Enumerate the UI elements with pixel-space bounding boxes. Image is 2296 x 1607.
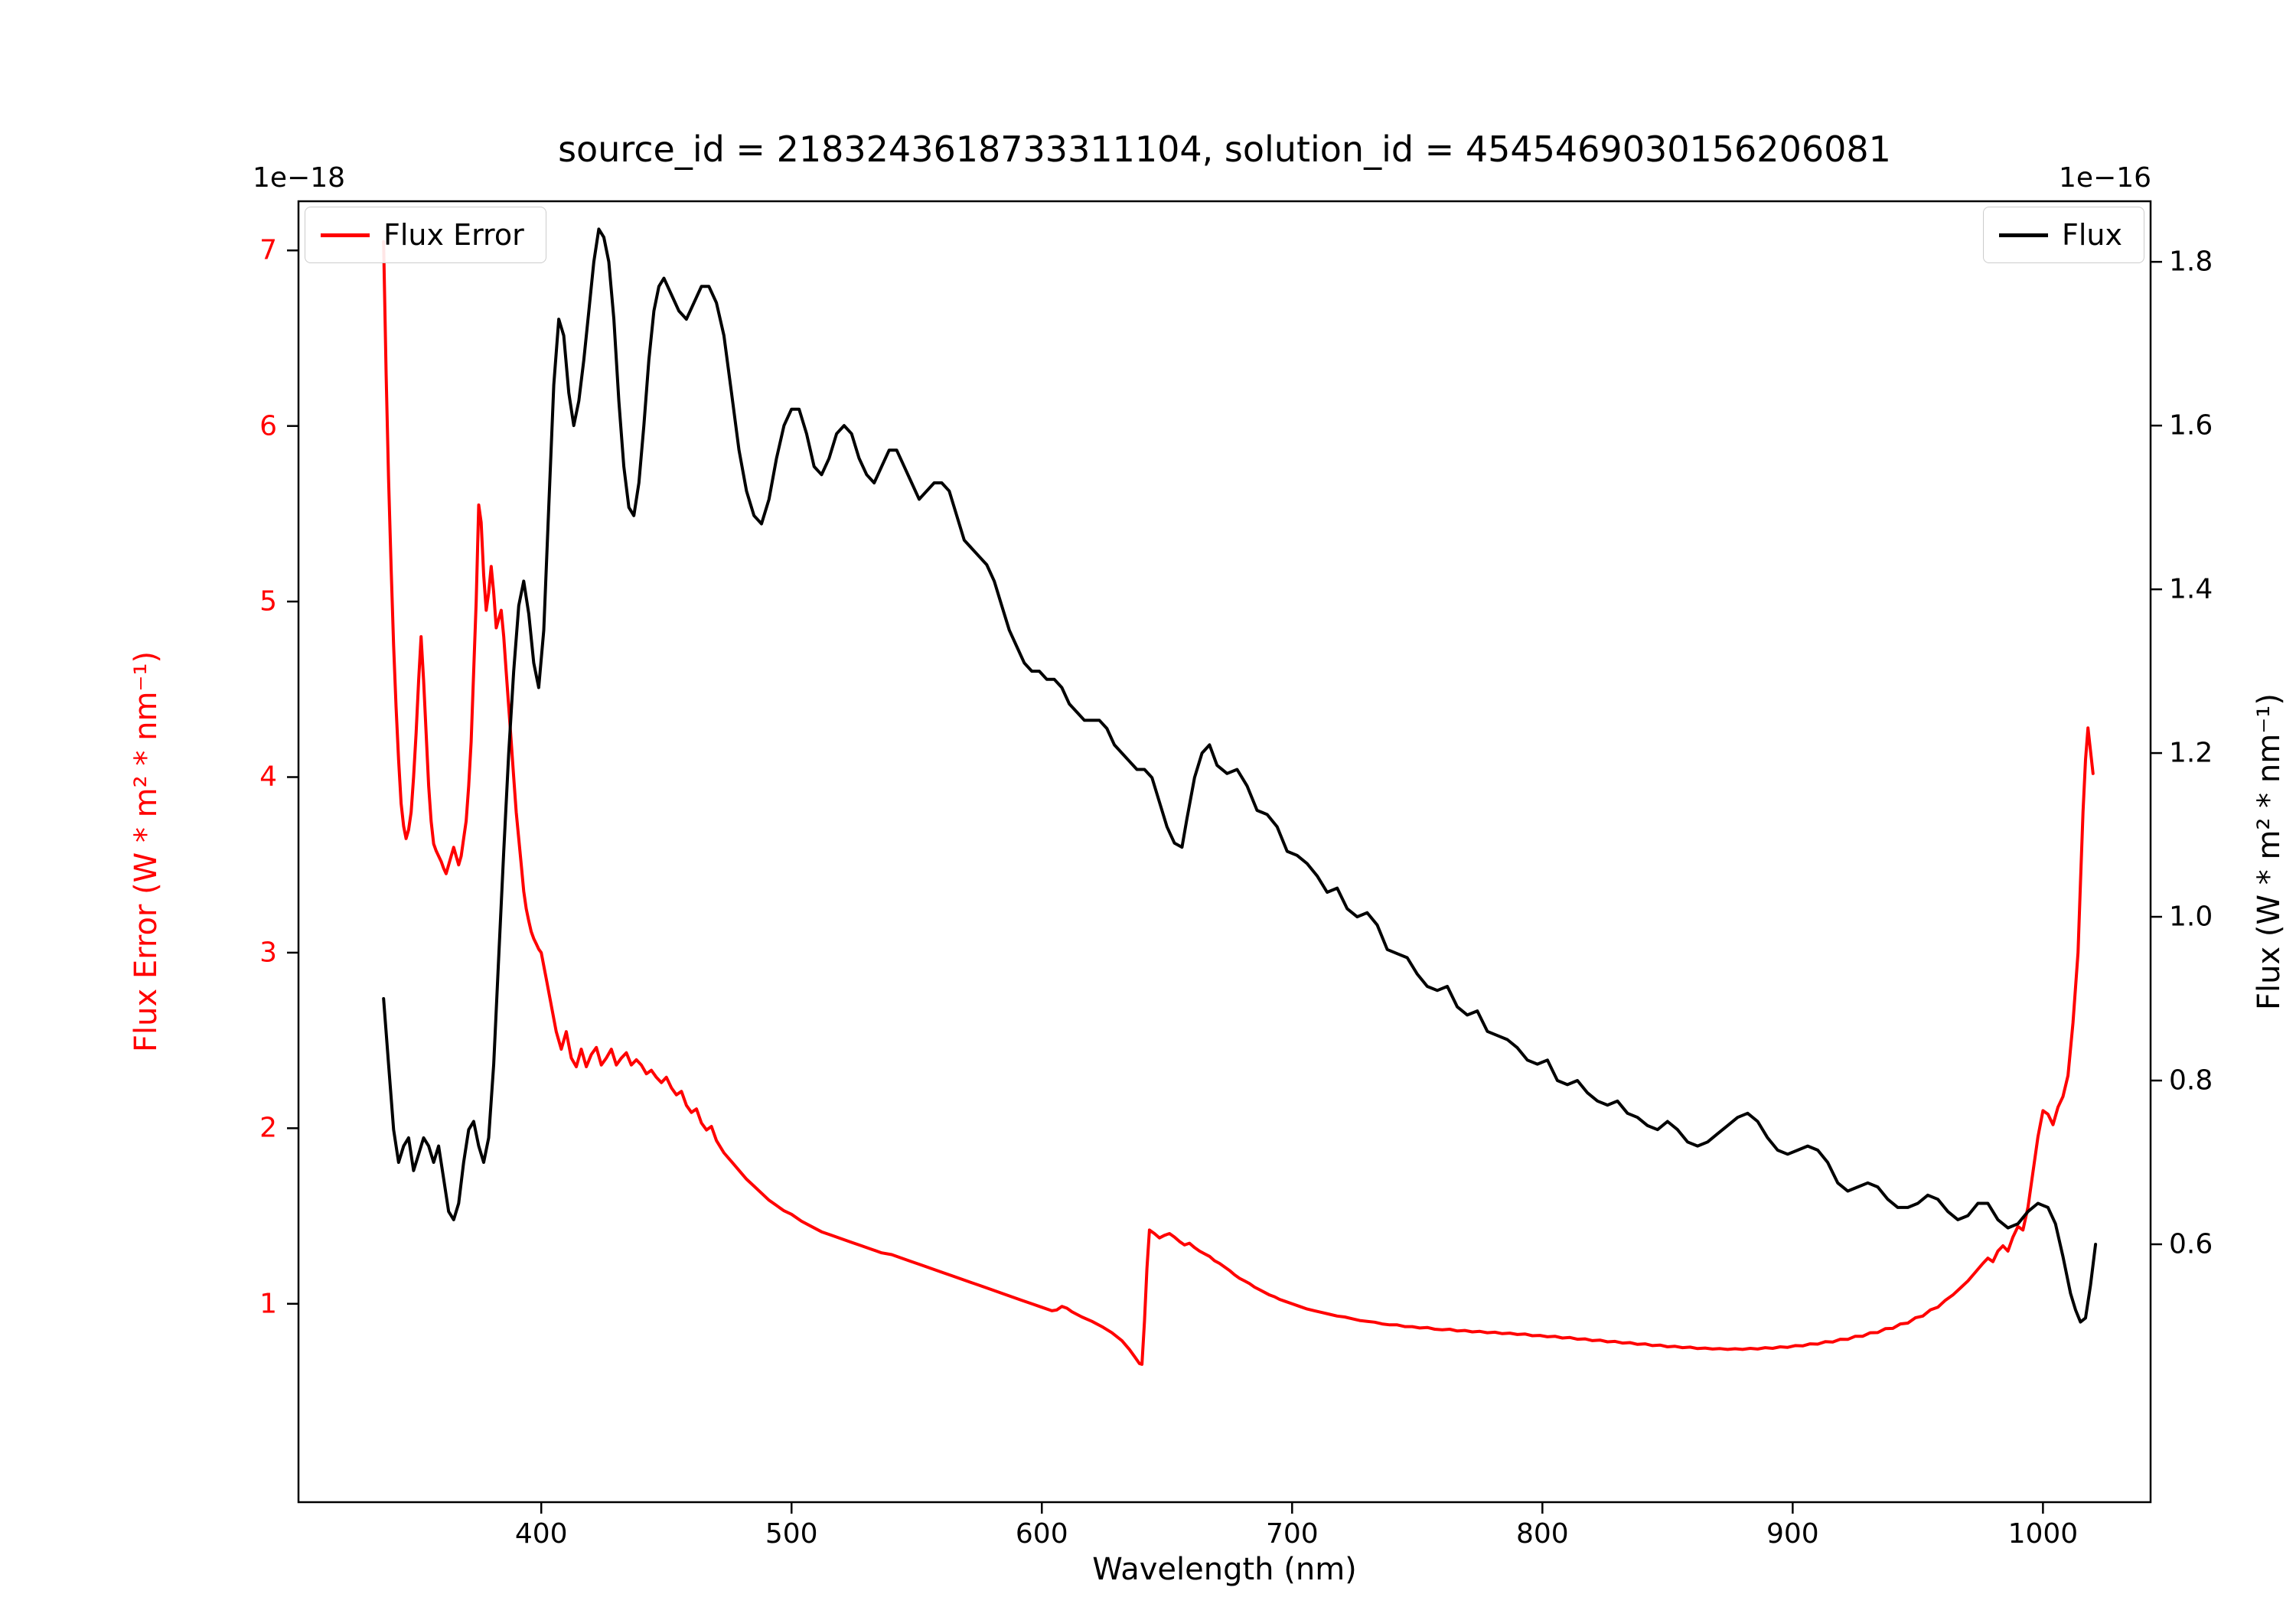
- x-tick-label: 700: [1265, 1518, 1319, 1550]
- y-axis-label-right: Flux (W * m² * nm⁻¹): [2252, 693, 2287, 1010]
- legend-flux-label: Flux: [2062, 218, 2122, 252]
- x-tick-label: 600: [1015, 1518, 1068, 1550]
- x-axis-label: Wavelength (nm): [1092, 1552, 1357, 1587]
- flux-error-line-sample: [321, 233, 370, 237]
- axes-frame: [297, 200, 2152, 1504]
- y-tick-label-left: 7: [259, 234, 277, 266]
- y-tick-label-left: 1: [259, 1288, 277, 1320]
- y-tick-label-left: 3: [259, 937, 277, 969]
- y-tick-label-right: 1.0: [2169, 901, 2213, 933]
- tick-marks: [287, 249, 2162, 1514]
- x-tick-label: 1000: [2007, 1518, 2079, 1550]
- y-tick-label-right: 0.8: [2169, 1064, 2213, 1097]
- y-axis-label-left: Flux Error (W * m² * nm⁻¹): [129, 650, 164, 1053]
- data-series: [382, 227, 2098, 1366]
- legend-flux: Flux: [1983, 207, 2144, 263]
- y-tick-label-left: 5: [259, 585, 277, 618]
- y-tick-label-left: 6: [259, 410, 277, 442]
- series-line-flux-error: [382, 240, 2095, 1366]
- y-tick-label-right: 1.6: [2169, 409, 2213, 442]
- chart-title: source_id = 2183243618733311104, solutio…: [558, 129, 1891, 170]
- legend-flux-error-label: Flux Error: [383, 218, 524, 252]
- y-tick-label-right: 1.2: [2169, 737, 2213, 769]
- y-tick-label-left: 2: [259, 1112, 277, 1144]
- y-tick-label-right: 1.4: [2169, 573, 2213, 605]
- x-tick-label: 400: [514, 1518, 568, 1550]
- y-tick-label-right: 1.8: [2169, 246, 2213, 278]
- series-line-flux: [382, 227, 2098, 1324]
- flux-line-sample: [1999, 233, 2048, 237]
- x-tick-label: 900: [1766, 1518, 1819, 1550]
- legend-flux-error: Flux Error: [305, 207, 546, 263]
- x-tick-label: 800: [1515, 1518, 1569, 1550]
- y-tick-label-right: 0.6: [2169, 1228, 2213, 1260]
- y-axis-offset-right: 1e−16: [2059, 162, 2152, 194]
- y-tick-label-left: 4: [259, 761, 277, 793]
- x-tick-label: 500: [765, 1518, 818, 1550]
- y-axis-offset-left: 1e−18: [253, 162, 346, 194]
